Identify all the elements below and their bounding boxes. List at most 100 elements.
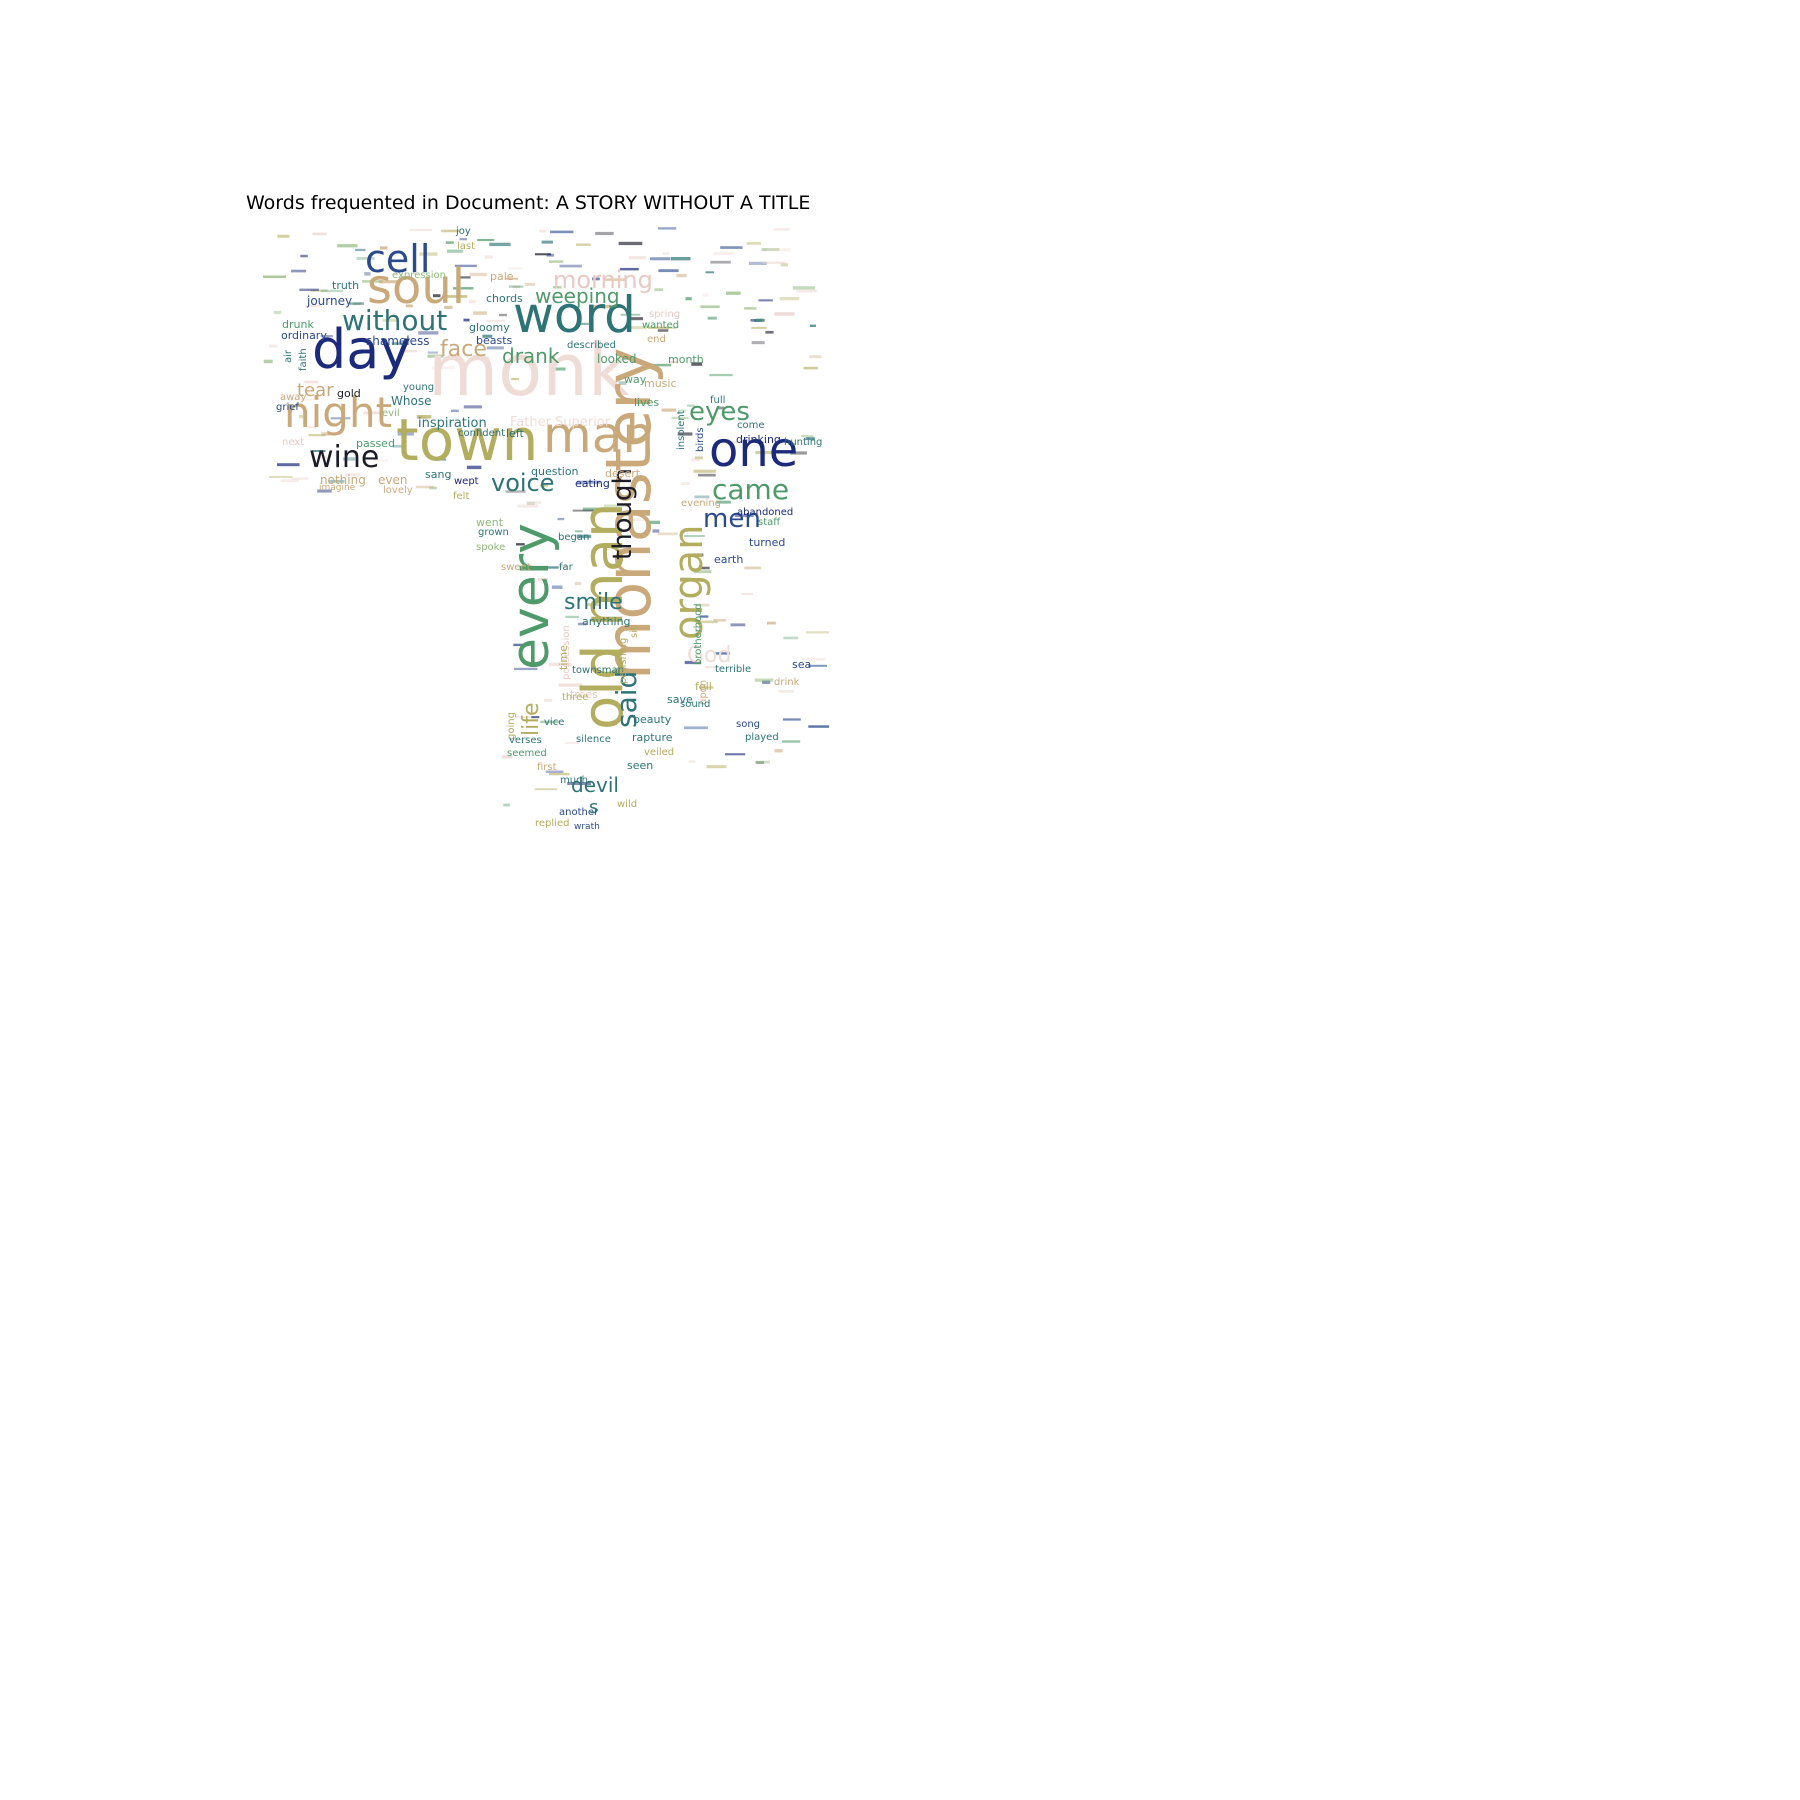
filler-word [477,238,495,242]
filler-word [749,261,767,265]
filler-word [677,432,693,436]
cloud-word: much [560,775,588,786]
filler-word [707,316,717,320]
filler-word [744,566,762,570]
filler-word [754,678,774,682]
filler-word [654,288,663,292]
filler-word [801,657,826,661]
filler-word [515,716,535,718]
filler-word [603,278,627,281]
filler-word [734,514,754,518]
cloud-word: young [403,382,434,393]
cloud-word: inspiration [418,416,487,431]
filler-word [410,228,433,232]
cloud-word: grown [478,527,509,538]
filler-word [758,299,773,302]
filler-word [263,275,287,278]
filler-word [484,255,493,259]
filler-word [306,425,317,429]
filler-word [698,686,714,689]
filler-word [652,529,660,533]
filler-word [751,341,765,345]
filler-word [310,289,328,292]
filler-word [658,269,679,273]
filler-word [690,458,700,462]
cloud-word: drink [774,677,800,688]
filler-word [473,311,488,315]
cloud-word: wept [454,476,479,487]
filler-word [765,330,774,334]
cloud-word: weeping [535,284,620,308]
filler-word [378,280,399,284]
filler-word [551,309,569,313]
filler-word [657,329,669,332]
filler-word [670,257,691,261]
filler-word [391,342,404,345]
filler-word [524,282,536,286]
filler-word [805,437,815,440]
cloud-word: month [668,353,704,366]
filler-word [441,229,461,233]
filler-word [541,240,553,244]
cloud-word: seemed [507,748,547,759]
cloud-word: soul [367,259,465,315]
cloud-word: played [745,732,779,743]
cloud-word: wrath [574,822,600,832]
cloud-word: even [378,473,407,487]
filler-word [559,264,582,268]
cloud-word: came [712,473,789,506]
filler-word [746,242,762,245]
filler-word [459,238,468,241]
filler-word [382,318,399,322]
filler-word [650,257,671,261]
filler-word [809,355,822,359]
filler-word [454,264,477,268]
filler-word [320,289,343,293]
cloud-word: monk [428,328,630,412]
cloud-word: lives [634,396,659,409]
filler-word [320,335,333,338]
cloud-word: shameless [366,334,430,348]
filler-word [505,490,526,493]
filler-word [552,286,562,289]
cloud-word: Whose [391,394,431,408]
cloud-word: question [531,465,579,478]
cloud-word: townsman [572,665,624,676]
filler-word [537,578,549,581]
cloud-word: truth [332,279,359,292]
filler-word [716,500,731,504]
filler-word [809,324,816,327]
filler-word [692,553,704,557]
filler-word [790,451,807,455]
cloud-word: evening [681,498,721,509]
cloud-word: sang [425,468,451,481]
cloud-word: fell [695,680,712,693]
filler-word [620,313,641,316]
filler-word [680,482,690,485]
filler-word [544,698,553,702]
cloud-word: though [608,468,638,560]
cloud-word: sea [792,658,811,671]
filler-word [355,248,366,252]
filler-word [714,513,723,516]
filler-word [755,451,774,455]
filler-word [796,289,818,293]
cloud-word: face [440,337,487,362]
cloud-word: smile [564,590,623,615]
filler-word [792,286,815,290]
filler-word [534,253,551,256]
cloud-word: devil [571,773,619,797]
filler-word [510,377,519,381]
cloud-word: drunk [282,318,314,331]
cloud-word: one [709,422,798,478]
filler-word [595,231,614,236]
filler-word [291,269,306,273]
filler-word [318,455,327,459]
filler-word [539,229,547,233]
filler-word [513,643,530,647]
cloud-word: passed [356,437,395,450]
filler-word [685,297,692,301]
cloud-word: way [624,373,647,386]
cloud-word: abandoned [737,507,793,518]
